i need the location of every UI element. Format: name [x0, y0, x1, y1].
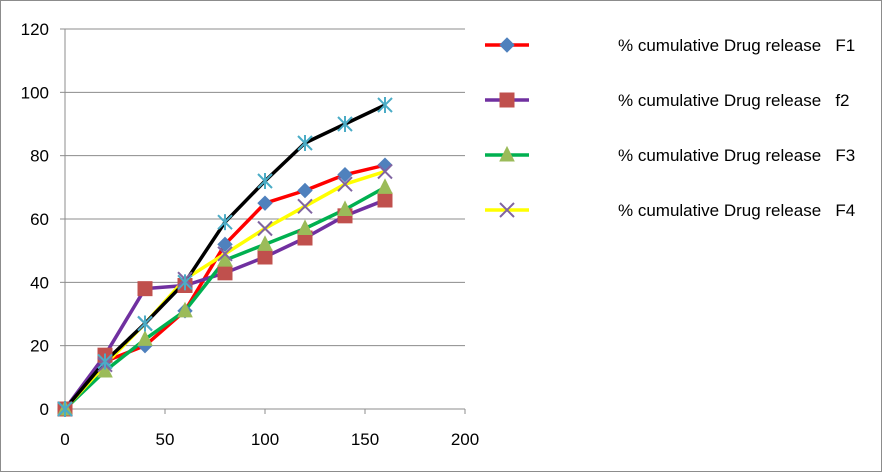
legend-entry-3: % cumulative Drug release F3: [485, 145, 855, 165]
legend-entry-1: % cumulative Drug release F1: [485, 36, 855, 55]
data-point-series-2: [217, 265, 233, 281]
data-point-series-4: [337, 176, 353, 192]
series-line-4: [63, 169, 386, 411]
y-tick-label: 20: [30, 337, 49, 356]
data-point-series-3: [337, 200, 353, 216]
legend-swatch-marker: [499, 202, 515, 218]
gridlines: [65, 28, 465, 347]
series-line-1: [63, 163, 386, 411]
data-point-series-1: [257, 195, 273, 211]
x-tick-label: 100: [251, 430, 279, 449]
y-tick-label: 100: [21, 83, 49, 102]
y-tick-label: 0: [40, 400, 49, 419]
data-point-series-3: [217, 251, 233, 267]
y-tick-label: 40: [30, 273, 49, 292]
data-point-series-5: [297, 135, 313, 151]
data-point-series-5: [377, 97, 393, 113]
data-point-series-3: [377, 178, 393, 194]
x-tick-label: 150: [351, 430, 379, 449]
marker-stroke: [499, 202, 515, 218]
axes: [60, 28, 466, 414]
data-point-series-4: [257, 220, 273, 237]
data-point-series-4: [217, 246, 233, 262]
data-point-series-2: [377, 192, 393, 208]
legend: % cumulative Drug release F1 % cumulative…: [485, 36, 855, 220]
data-point-series-5: [257, 173, 273, 189]
data-point-series-5: [97, 353, 113, 370]
series-line-2: [63, 198, 386, 411]
marker-stroke: [217, 246, 233, 262]
legend-label: % cumulative Drug release F1: [618, 36, 855, 55]
legend-swatch-marker: [499, 92, 515, 108]
series-markers: [57, 97, 393, 417]
data-point-series-3: [257, 235, 273, 251]
data-point-series-2: [137, 281, 153, 297]
data-point-series-4: [297, 198, 313, 215]
y-tick-label: 120: [21, 20, 49, 39]
tick-labels: 0 20 40 60 80 100 120 0 50 100 150 200: [21, 20, 480, 449]
data-point-series-5: [177, 274, 193, 291]
data-point-series-2: [257, 249, 273, 265]
marker-stroke: [337, 176, 353, 192]
data-point-series-3: [97, 361, 113, 378]
data-point-series-5: [337, 116, 353, 132]
legend-swatch-marker: [499, 37, 515, 53]
marker-stroke: [377, 163, 393, 180]
marker-stroke: [297, 198, 313, 215]
legend-label: % cumulative Drug release F3: [618, 146, 855, 165]
marker-stroke: [257, 220, 273, 237]
data-point-series-5: [217, 214, 233, 231]
legend-label: % cumulative Drug release F4: [618, 201, 855, 220]
data-point-series-5: [57, 401, 73, 417]
data-point-series-3: [297, 219, 313, 235]
legend-label: % cumulative Drug release f2: [618, 91, 850, 110]
y-tick-label: 80: [30, 147, 49, 166]
legend-entry-4: % cumulative Drug release F4: [485, 201, 855, 220]
data-point-series-4: [377, 163, 393, 180]
y-tick-label: 60: [30, 210, 49, 229]
data-point-series-3: [177, 301, 193, 318]
data-point-series-5: [137, 315, 153, 332]
legend-swatch-marker: [499, 145, 515, 162]
data-point-series-3: [137, 330, 153, 346]
x-tick-label: 0: [60, 430, 69, 449]
data-point-series-1: [337, 166, 353, 183]
x-tick-label: 200: [451, 430, 479, 449]
data-point-series-1: [297, 182, 313, 199]
x-tick-label: 50: [156, 430, 175, 449]
data-point-series-1: [377, 157, 393, 173]
legend-entry-2: % cumulative Drug release f2: [485, 91, 850, 110]
